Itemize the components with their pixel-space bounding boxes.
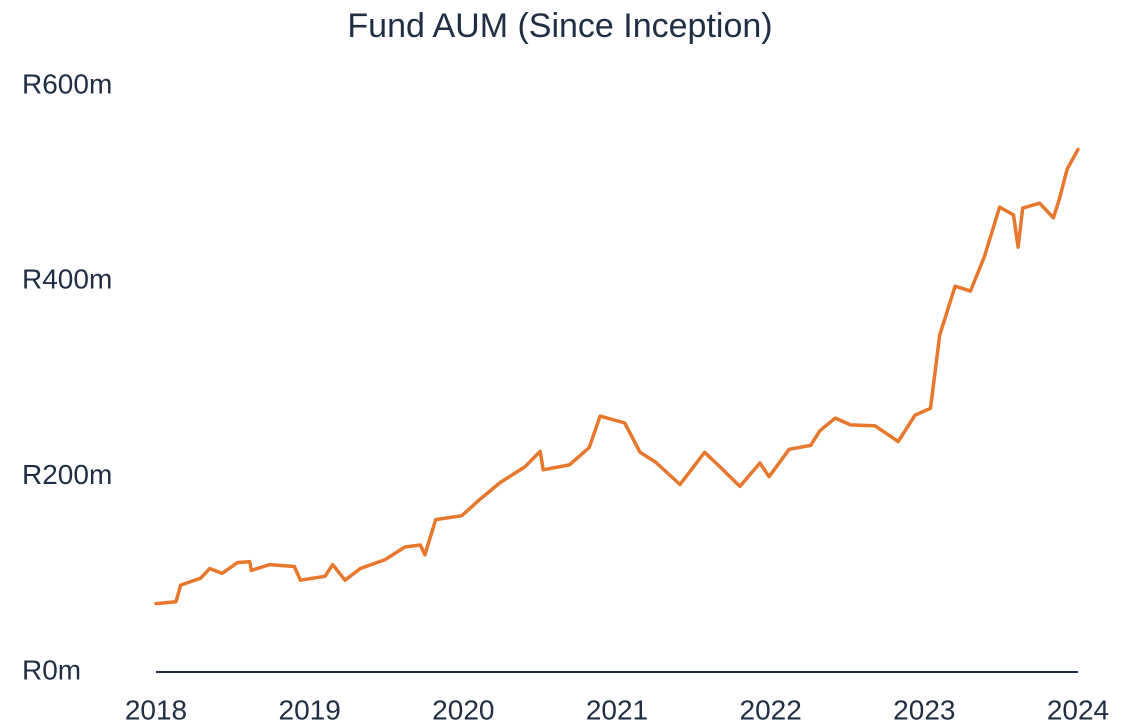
x-tick-label: 2022 (740, 694, 802, 725)
line-series (154, 147, 1080, 606)
y-tick-label: R600m (22, 68, 112, 99)
x-tick-label: 2018 (125, 694, 187, 725)
y-tick-label: R0m (22, 654, 81, 685)
x-tick-label: 2023 (893, 694, 955, 725)
x-tick-label: 2020 (432, 694, 494, 725)
y-tick-label: R200m (22, 459, 112, 490)
x-tick-label: 2019 (279, 694, 341, 725)
y-tick-label: R400m (22, 264, 112, 295)
x-tick-label: 2024 (1047, 694, 1109, 725)
x-tick-label: 2021 (586, 694, 648, 725)
chart-title: Fund AUM (Since Inception) (347, 7, 772, 45)
